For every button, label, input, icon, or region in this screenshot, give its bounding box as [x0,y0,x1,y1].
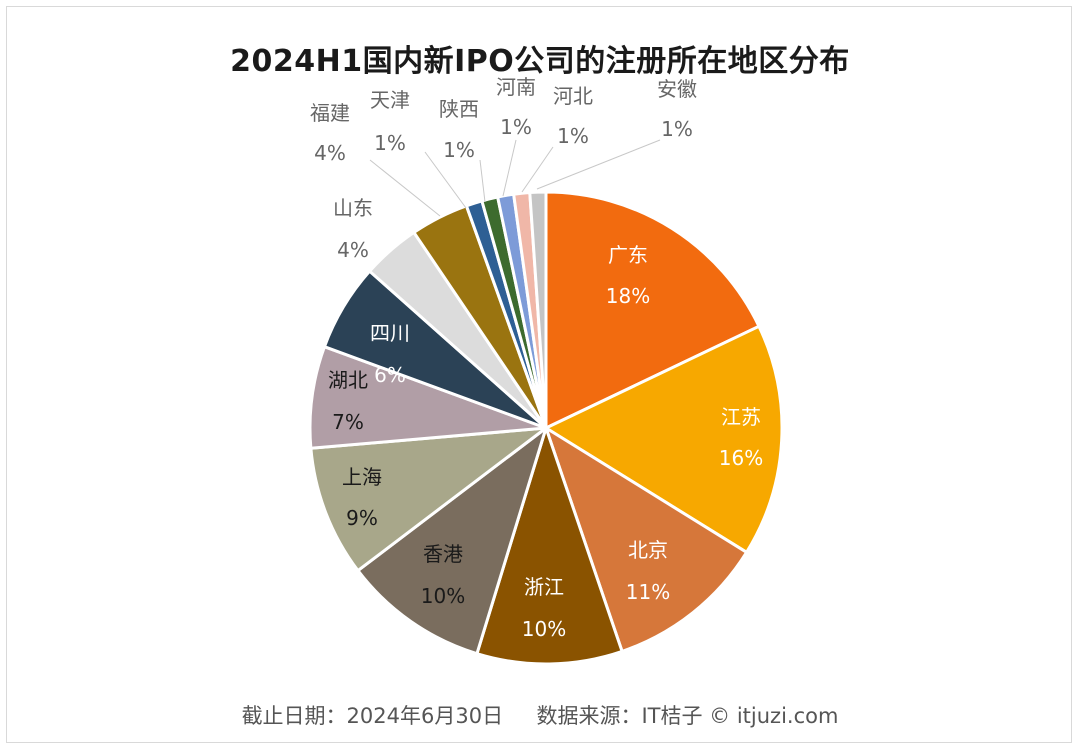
leader-line-13 [521,146,554,193]
slice-name-label-9: 福建 [310,101,350,125]
leader-line-10 [424,151,467,209]
chart-title: 2024H1国内新IPO公司的注册所在地区分布 [230,44,850,79]
pie-slice-1 [544,324,784,554]
slice-name-label-0: 广东 [608,243,648,267]
slice-percent-label-5: 9% [346,506,378,530]
slice-name-label-12: 河南 [496,75,536,99]
pie-slice-5 [309,426,548,573]
slice-percent-label-14: 1% [661,117,693,141]
slice-percent-label-8: 4% [337,238,369,262]
slice-percent-label-0: 18% [606,284,650,308]
slice-percent-label-3: 10% [522,617,566,641]
slice-percent-label-2: 11% [626,580,670,604]
slice-name-label-3: 浙江 [524,575,564,599]
leader-line-11 [479,159,486,203]
slice-name-label-5: 上海 [342,465,382,489]
pie-slice-0 [544,190,761,430]
slice-percent-label-1: 16% [719,446,763,470]
slice-name-label-8: 山东 [333,196,373,220]
slice-name-label-2: 北京 [628,538,668,562]
slice-name-label-14: 安徽 [657,77,697,101]
leader-line-9 [369,159,441,217]
slice-percent-label-10: 1% [374,131,406,155]
slice-name-label-1: 江苏 [721,405,761,429]
chart-footer: 截止日期：2024年6月30日 数据来源：IT桔子 © itjuzi.com [241,704,839,728]
pie-slice-14 [528,190,548,430]
slice-name-label-6: 湖北 [328,368,368,392]
leader-line-14 [536,139,661,190]
slice-name-label-13: 河北 [553,84,593,108]
slice-percent-label-13: 1% [557,124,589,148]
slice-name-label-4: 香港 [423,542,463,566]
slice-name-label-10: 天津 [370,88,410,112]
slice-name-label-11: 陕西 [439,97,479,121]
slice-percent-label-9: 4% [314,141,346,165]
slice-percent-label-7: 6% [374,363,406,387]
slice-name-label-7: 四川 [370,321,410,345]
slice-percent-label-6: 7% [332,410,364,434]
pie-slice-6 [308,345,548,450]
pie-slice-3 [475,426,624,666]
leader-line-12 [502,139,517,197]
slice-percent-label-12: 1% [500,115,532,139]
slice-percent-label-11: 1% [443,138,475,162]
pie-slice-4 [356,426,548,656]
slice-percent-label-4: 10% [421,584,465,608]
pie-slice-2 [544,426,749,653]
